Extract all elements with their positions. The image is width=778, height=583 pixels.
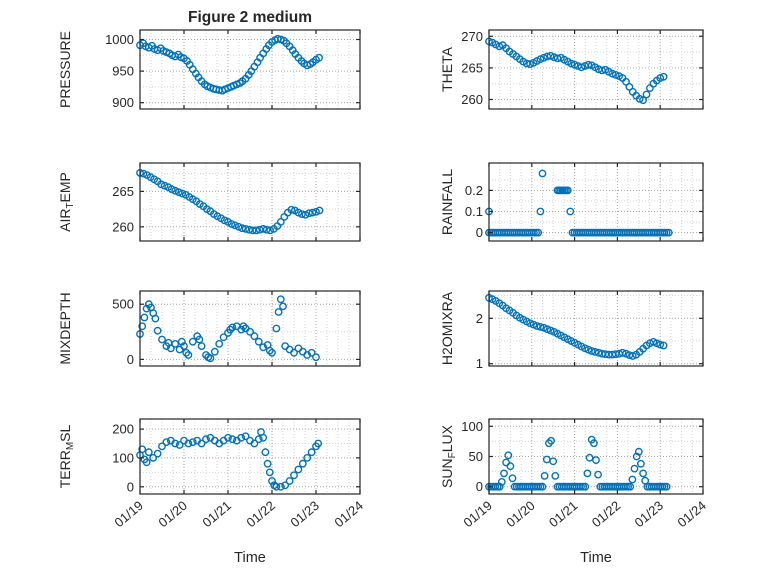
x-axis-label: Time [580, 550, 612, 566]
axes-box [139, 418, 361, 495]
x-tick-label: 01/23 [632, 498, 667, 530]
data-points [485, 293, 668, 360]
y-tick-label: 265 [461, 60, 483, 75]
axes-box [488, 29, 704, 110]
y-axis-label: THETA [439, 46, 455, 92]
tick-marks [488, 291, 704, 366]
tick-marks [139, 163, 361, 241]
y-tick-label: 100 [461, 419, 483, 434]
major-grid [140, 163, 360, 241]
y-tick-label: 0 [127, 352, 134, 367]
tick-marks [139, 419, 361, 494]
minor-grid [140, 163, 360, 241]
axes-box [139, 290, 361, 367]
y-tick-label: 200 [112, 422, 134, 437]
subplot-rainfall: 0 0.1 0.2 RAINFALL [439, 162, 704, 242]
y-tick-label: 0 [476, 225, 483, 240]
axes-box [139, 162, 361, 242]
y-tick-label: 260 [112, 219, 134, 234]
major-grid [489, 30, 703, 109]
data-points [485, 435, 671, 491]
y-tick-label: 1 [476, 356, 483, 371]
subplot-terr_msl: 0 100 200 01/19 01/20 01/21 01/22 01/23 01/24 TER… [57, 418, 366, 530]
x-tick-label: 01/19 [460, 498, 495, 530]
subplot-theta: 260 265 270 THETA [439, 29, 704, 110]
y-tick-label: 2 [476, 311, 483, 326]
y-axis-label: AIRTEMP [57, 172, 76, 232]
tick-marks [139, 30, 361, 109]
subplot-air_temp: 260 265 AIRTEMP [57, 162, 361, 242]
data-points [136, 168, 324, 235]
y-tick-label: 950 [112, 64, 134, 79]
subplot-h2omixra: 1 2 H2OMIXRA [439, 290, 704, 371]
subplot-sun_flux: 0 50 100 01/19 01/20 01/21 01/22 01/23 01/24 SUNF… [439, 418, 709, 530]
y-tick-label: 500 [112, 297, 134, 312]
x-tick-label: 01/20 [155, 498, 190, 530]
y-tick-label: 0.2 [465, 183, 483, 198]
minor-grid [489, 291, 703, 366]
data-points [136, 34, 323, 95]
minor-grid [489, 419, 703, 494]
subplot-mixdepth: 0 500 MIXDEPTH [57, 290, 361, 367]
axes-box [488, 290, 704, 367]
data-points [485, 169, 673, 237]
y-tick-label: 1000 [105, 32, 134, 47]
major-grid [140, 30, 360, 109]
figure-title: Figure 2 medium [188, 9, 312, 26]
x-tick-label: 01/19 [111, 498, 146, 530]
tick-marks [488, 30, 704, 109]
y-tick-label: 270 [461, 29, 483, 44]
minor-grid [140, 30, 360, 109]
x-tick-label: 01/24 [674, 498, 709, 530]
y-axis-label: H2OMIXRA [439, 291, 455, 365]
x-tick-label: 01/22 [589, 498, 624, 530]
y-axis-label: MIXDEPTH [57, 292, 73, 364]
data-points [136, 295, 320, 363]
data-points [485, 37, 668, 105]
major-grid [140, 419, 360, 494]
y-tick-label: 0 [476, 479, 483, 494]
major-grid [489, 291, 703, 366]
minor-grid [140, 419, 360, 494]
x-tick-label: 01/20 [503, 498, 538, 530]
tick-marks [488, 163, 704, 241]
x-tick-label: 01/21 [546, 498, 581, 530]
tick-marks [139, 291, 361, 366]
y-axis-label: PRESSURE [57, 31, 73, 108]
major-grid [489, 163, 703, 241]
y-tick-label: 100 [112, 450, 134, 465]
data-points [136, 428, 323, 491]
axes-box [139, 29, 361, 110]
minor-grid [140, 291, 360, 366]
y-axis-label: TERRMSL [57, 424, 76, 488]
y-tick-label: 260 [461, 92, 483, 107]
x-axis-label: Time [234, 550, 266, 566]
major-grid [140, 291, 360, 366]
y-tick-label: 0 [127, 479, 134, 494]
x-tick-label: 01/22 [243, 498, 278, 530]
y-tick-label: 0.1 [465, 204, 483, 219]
x-tick-label: 01/23 [287, 498, 322, 530]
y-tick-label: 50 [469, 449, 483, 464]
major-grid [489, 419, 703, 494]
minor-grid [489, 163, 703, 241]
axes-box [488, 162, 704, 242]
y-axis-label: RAINFALL [439, 169, 455, 235]
y-tick-label: 900 [112, 95, 134, 110]
y-tick-label: 265 [112, 184, 134, 199]
subplot-pressure: 900 950 1000 PRESSURE [57, 29, 361, 110]
x-tick-label: 01/21 [199, 498, 234, 530]
tick-marks [488, 419, 704, 494]
x-tick-label: 01/24 [331, 498, 366, 530]
y-axis-label: SUNFLUX [439, 424, 458, 488]
